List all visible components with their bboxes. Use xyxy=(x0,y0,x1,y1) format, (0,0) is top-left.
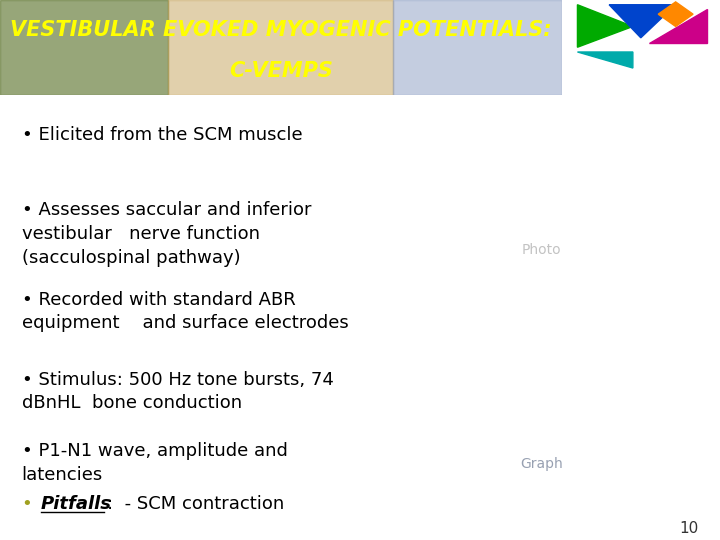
Bar xyxy=(0,0,168,94)
Polygon shape xyxy=(609,5,675,38)
Polygon shape xyxy=(649,10,707,43)
Text: 10: 10 xyxy=(679,521,698,536)
Polygon shape xyxy=(577,5,633,47)
Polygon shape xyxy=(658,2,693,26)
Text: C-VEMPS: C-VEMPS xyxy=(229,61,333,81)
Text: Graph: Graph xyxy=(521,457,563,471)
Text: Photo: Photo xyxy=(522,243,562,256)
Text: • Elicited from the SCM muscle: • Elicited from the SCM muscle xyxy=(22,126,302,144)
Text: • Assesses saccular and inferior
vestibular   nerve function
(sacculospinal path: • Assesses saccular and inferior vestibu… xyxy=(22,201,311,267)
Text: • P1-N1 wave, amplitude and
latencies: • P1-N1 wave, amplitude and latencies xyxy=(22,442,287,484)
Text: :  - SCM contraction: : - SCM contraction xyxy=(107,496,284,514)
Text: • Stimulus: 500 Hz tone bursts, 74
dBnHL  bone conduction: • Stimulus: 500 Hz tone bursts, 74 dBnHL… xyxy=(22,370,333,413)
Text: VESTIBULAR EVOKED MYOGENIC POTENTIALS:: VESTIBULAR EVOKED MYOGENIC POTENTIALS: xyxy=(10,20,552,40)
Bar xyxy=(393,0,562,94)
Bar xyxy=(168,0,393,94)
Text: •: • xyxy=(22,496,32,514)
Text: • Recorded with standard ABR
equipment    and surface electrodes: • Recorded with standard ABR equipment a… xyxy=(22,291,348,332)
Polygon shape xyxy=(577,52,633,68)
Text: Pitfalls: Pitfalls xyxy=(41,496,112,514)
